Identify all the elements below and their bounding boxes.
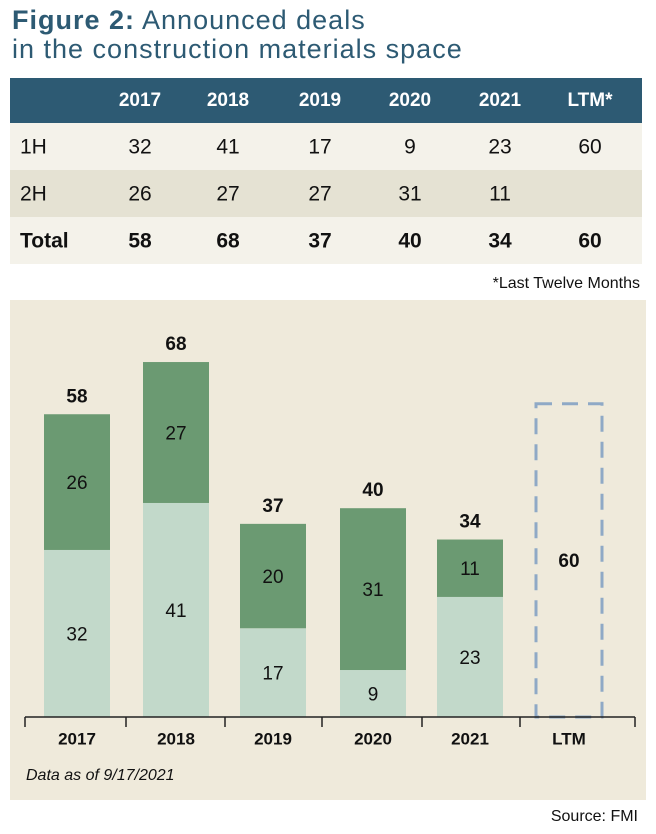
table-cell: 17 <box>308 136 331 159</box>
x-tick-label: 2018 <box>157 729 195 748</box>
title-line: Announced deals <box>142 5 366 35</box>
column-header: 2017 <box>119 90 161 111</box>
table-cell: 68 <box>216 230 240 253</box>
column-header: LTM* <box>567 90 613 111</box>
segment-label: 23 <box>459 648 480 669</box>
total-label: 37 <box>262 496 283 517</box>
bar-segment <box>143 502 209 717</box>
table-header <box>10 78 642 123</box>
segment-label: 31 <box>362 580 383 601</box>
bar-segment <box>240 523 306 629</box>
table-row <box>10 217 642 264</box>
table-cell: 9 <box>404 136 416 159</box>
x-tick-label: 2017 <box>58 729 96 748</box>
table-cell: 40 <box>398 230 421 253</box>
table-cell: 58 <box>128 230 152 253</box>
table-row <box>10 123 642 170</box>
table-cell: 32 <box>128 136 151 159</box>
bar-segment <box>240 628 306 717</box>
ltm-label: 60 <box>558 551 579 572</box>
segment-label: 32 <box>66 624 87 645</box>
title: Figure 2: Announced deals in the constru… <box>12 6 463 64</box>
table-cell: 31 <box>398 183 421 206</box>
row-label: Total <box>20 230 69 253</box>
column-header: 2020 <box>389 90 431 111</box>
table-cell: 23 <box>488 136 511 159</box>
title-line: in the construction materials space <box>12 34 463 64</box>
table-cell: 60 <box>578 230 601 253</box>
table-cell: 37 <box>308 230 331 253</box>
bar-segment <box>143 362 209 503</box>
segment-label: 20 <box>262 567 283 588</box>
segment-label: 26 <box>66 473 87 494</box>
total-label: 34 <box>459 512 481 533</box>
table-cell: 11 <box>489 183 511 206</box>
bar-segment <box>44 414 110 550</box>
bar-segment <box>437 596 503 717</box>
x-tick-label: 2020 <box>354 729 392 748</box>
chart-note: Data as of 9/17/2021 <box>26 767 175 784</box>
bar-segment <box>44 549 110 717</box>
segment-label: 17 <box>262 664 283 685</box>
table-cell: 60 <box>578 136 601 159</box>
table-cell: 27 <box>308 183 331 206</box>
segment-label: 9 <box>368 685 379 706</box>
footnote: *Last Twelve Months <box>493 275 640 292</box>
row-label: 2H <box>20 183 47 206</box>
table-cell: 41 <box>216 136 239 159</box>
x-tick-label: 2019 <box>254 729 292 748</box>
table-cell: 26 <box>128 183 151 206</box>
bar-segment <box>340 508 406 671</box>
table-cell: 34 <box>488 230 512 253</box>
row-label: 1H <box>20 136 47 159</box>
segment-label: 41 <box>165 601 186 622</box>
title-prefix: Figure 2: <box>12 5 136 35</box>
x-tick-label: LTM <box>552 729 586 748</box>
total-label: 40 <box>362 480 383 501</box>
ltm-box <box>534 402 604 719</box>
column-header: 2018 <box>207 90 249 111</box>
segment-label: 27 <box>165 424 186 445</box>
total-label: 58 <box>66 386 87 407</box>
x-tick-label: 2021 <box>451 729 489 748</box>
bar-segment <box>437 539 503 597</box>
table-row <box>10 170 642 217</box>
total-label: 68 <box>165 334 186 355</box>
column-header: 2019 <box>299 90 341 111</box>
segment-label: 11 <box>460 559 480 580</box>
source: Source: FMI <box>551 808 638 825</box>
bar-segment <box>340 670 406 717</box>
column-header: 2021 <box>479 90 522 111</box>
table-cell: 27 <box>216 183 239 206</box>
